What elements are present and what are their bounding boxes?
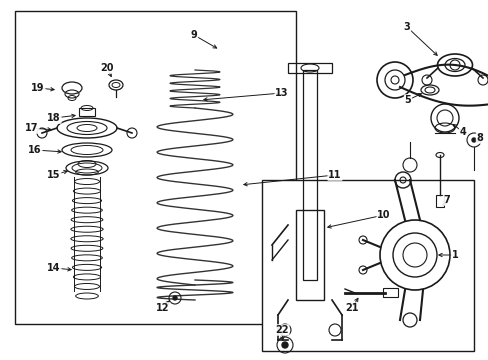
- Bar: [79, 108, 95, 116]
- Text: 14: 14: [47, 263, 61, 273]
- Text: 11: 11: [327, 170, 341, 180]
- Text: 13: 13: [275, 88, 288, 98]
- Text: 20: 20: [100, 63, 114, 73]
- Bar: [303, 70, 316, 280]
- Text: 9: 9: [190, 30, 197, 40]
- Text: 18: 18: [47, 113, 61, 123]
- Text: 5: 5: [404, 95, 410, 105]
- Bar: [295, 210, 324, 300]
- Circle shape: [282, 342, 287, 348]
- Text: 17: 17: [25, 123, 39, 133]
- Text: 7: 7: [443, 195, 449, 205]
- Bar: [287, 63, 331, 73]
- Text: 1: 1: [451, 250, 457, 260]
- Circle shape: [471, 138, 475, 142]
- Text: 15: 15: [47, 170, 61, 180]
- Text: 21: 21: [345, 303, 358, 313]
- Text: 22: 22: [275, 325, 288, 335]
- Bar: [261, 180, 473, 351]
- Text: 8: 8: [476, 133, 483, 143]
- Text: 10: 10: [376, 210, 390, 220]
- Text: 3: 3: [403, 22, 409, 32]
- Text: 16: 16: [28, 145, 41, 155]
- Text: 4: 4: [459, 127, 466, 137]
- Text: 19: 19: [31, 83, 45, 93]
- Bar: [435, 195, 443, 207]
- Bar: [382, 288, 397, 297]
- Text: 12: 12: [156, 303, 169, 313]
- Circle shape: [173, 296, 177, 300]
- Bar: [15, 11, 295, 324]
